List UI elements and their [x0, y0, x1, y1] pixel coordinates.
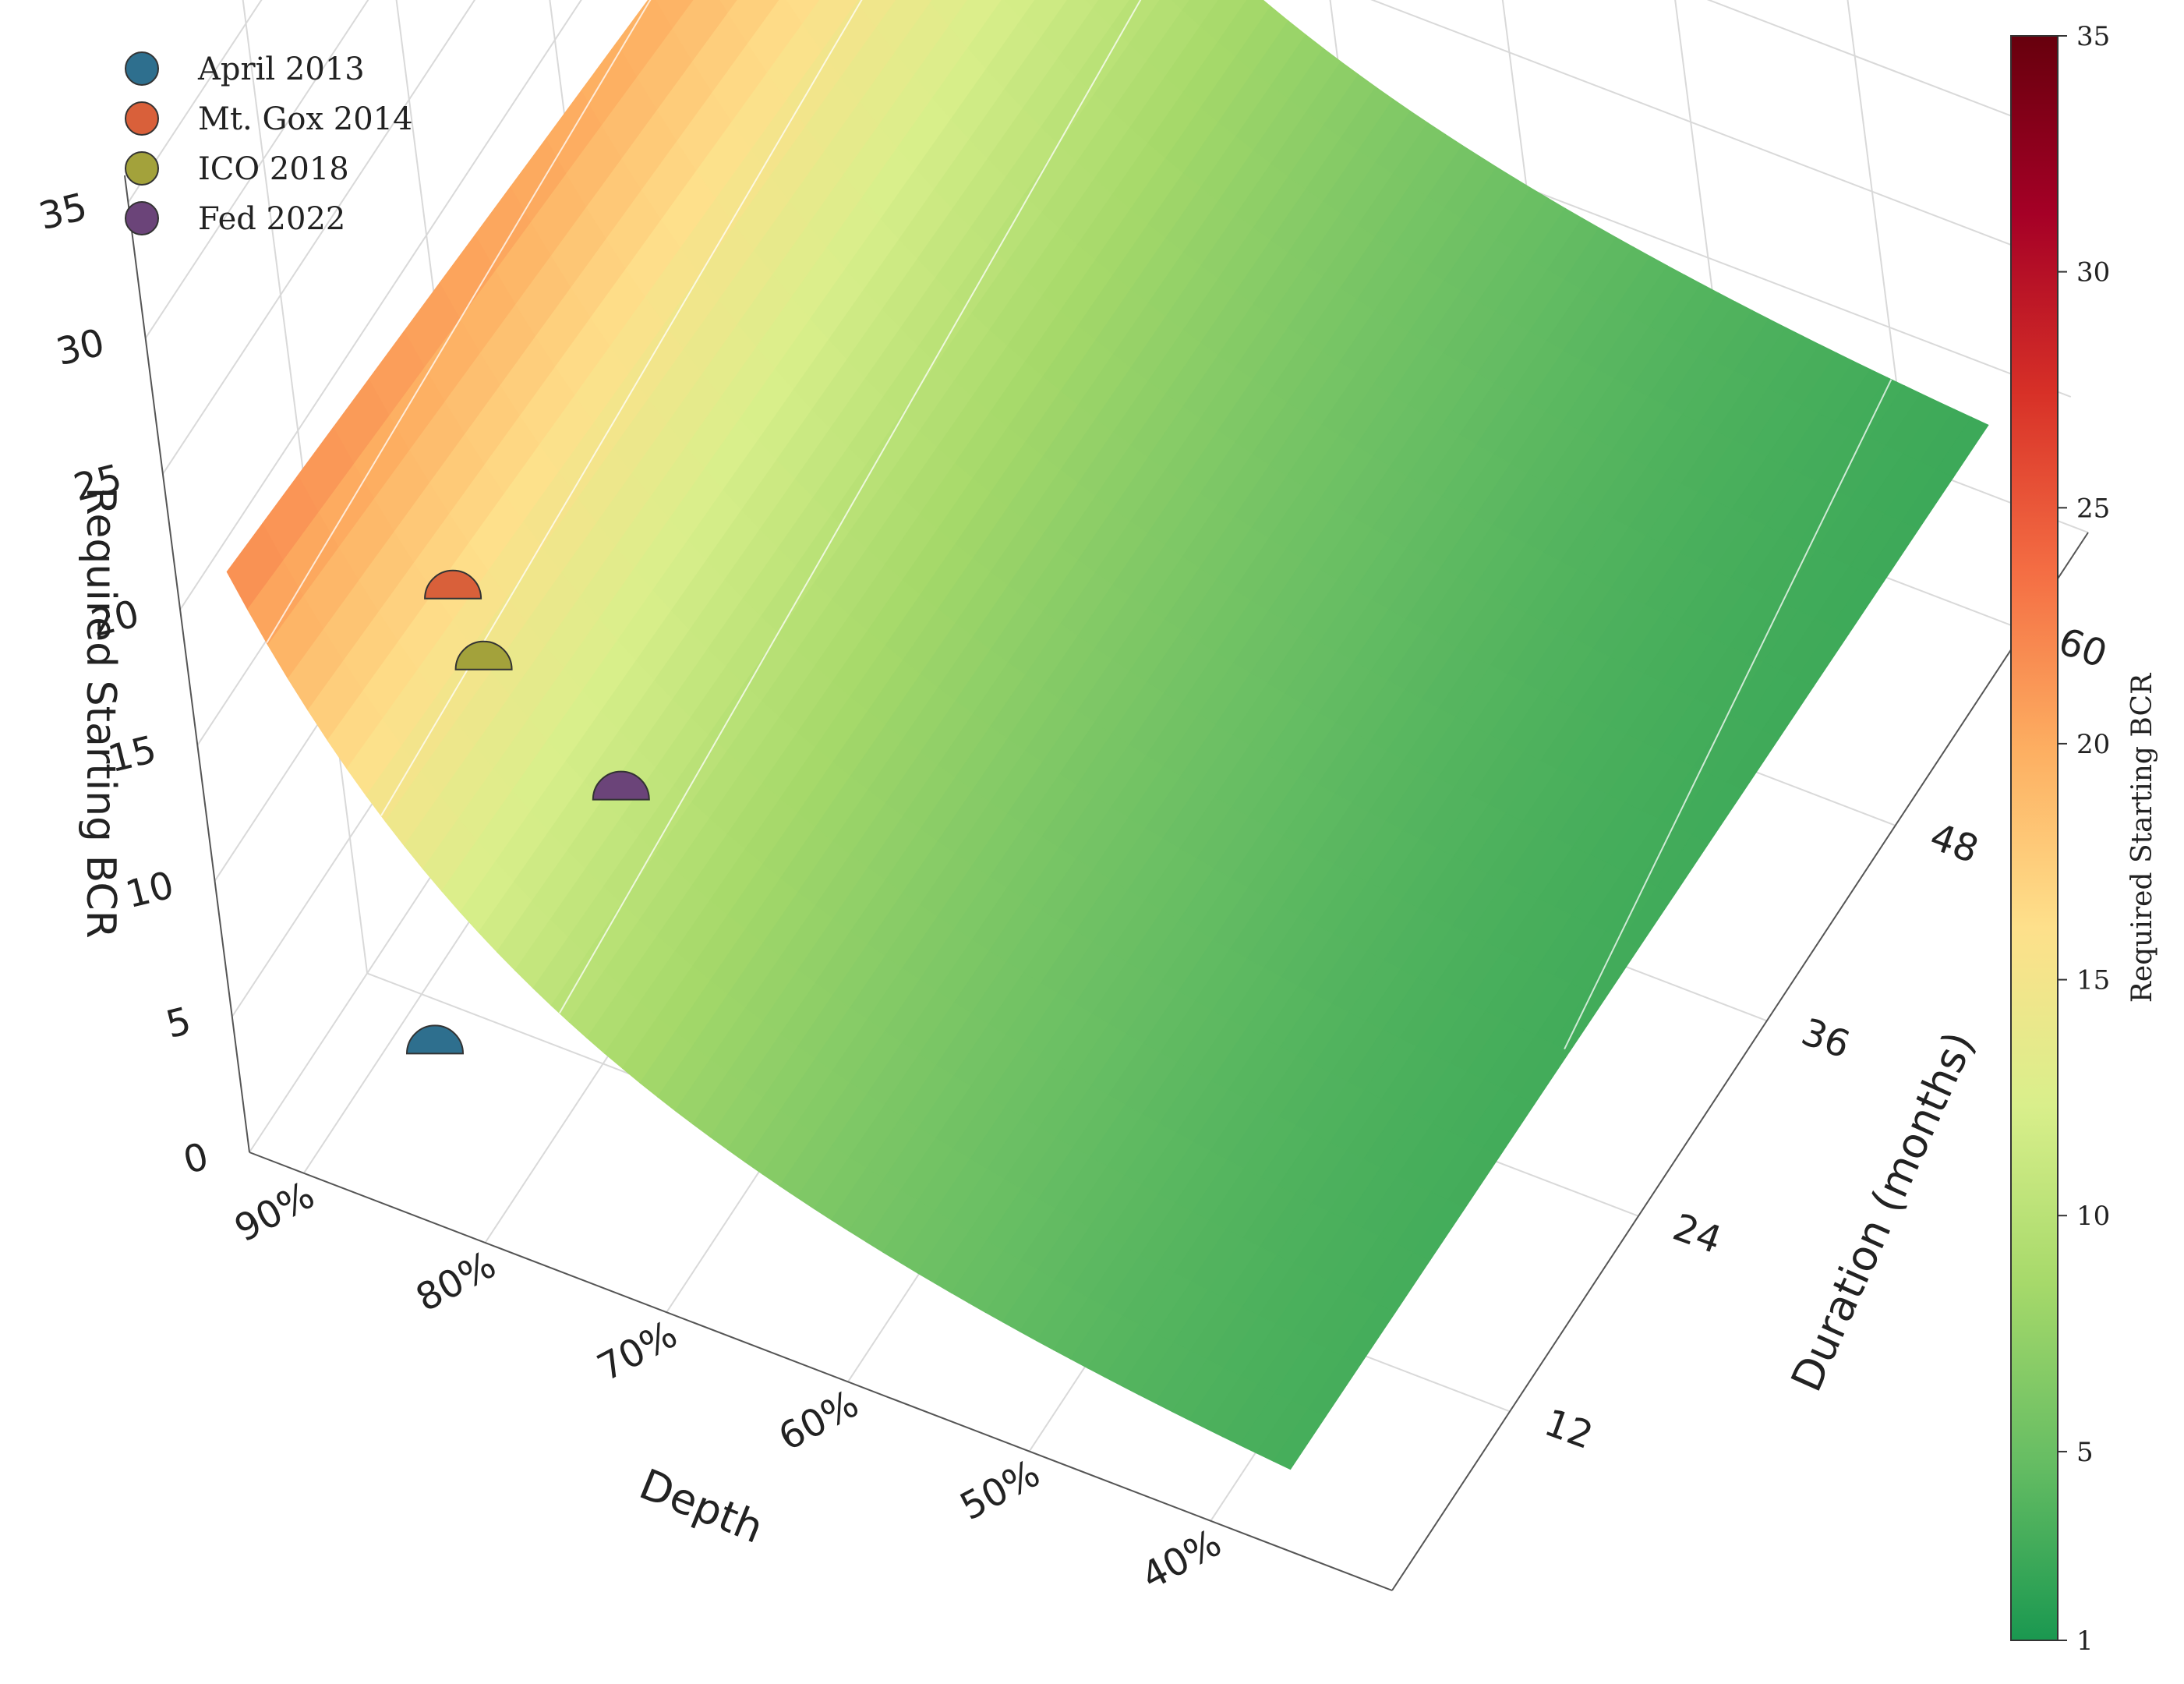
event-marker — [424, 569, 482, 600]
y-axis-label: Duration (months) — [1782, 1024, 1984, 1399]
axis-edges — [124, 175, 2089, 1591]
colorbar-tick-label: 15 — [2076, 965, 2110, 996]
grid-line-z — [162, 0, 476, 475]
z-tick-label: 30 — [52, 320, 109, 374]
surface — [226, 0, 1989, 1470]
grid-line-x — [1674, 0, 1726, 394]
grid-line-z — [127, 0, 263, 203]
x-axis-line — [249, 1152, 1393, 1591]
event-marker — [405, 1024, 465, 1055]
colorbar-tick-label: 1 — [2076, 1626, 2094, 1657]
x-axis-label: Depth — [633, 1459, 770, 1553]
surface-contour — [559, 0, 1142, 1014]
colorbar-gradient — [2010, 35, 2059, 1641]
x-tick-label: 80% — [409, 1243, 503, 1321]
x-tick-label: 40% — [1135, 1521, 1228, 1599]
z-tick-label: 0 — [179, 1134, 213, 1183]
x-tick-label: 90% — [228, 1173, 321, 1251]
legend-marker — [125, 151, 159, 186]
colorbar-tick-label: 25 — [2076, 493, 2110, 524]
surface-contour — [266, 0, 652, 644]
legend-label: Mt. Gox 2014 — [198, 101, 413, 137]
event-markers — [405, 569, 650, 1055]
z-tick-label: 10 — [122, 863, 178, 917]
colorbar-tick-label: 30 — [2076, 257, 2110, 288]
z-axis-line — [124, 175, 250, 1153]
y-tick-label: 24 — [1667, 1205, 1727, 1263]
grid-line-x — [1847, 0, 1908, 463]
legend-label: ICO 2018 — [198, 151, 349, 187]
x-tick-label: 50% — [953, 1452, 1047, 1530]
colorbar-tick-label: 10 — [2076, 1201, 2110, 1232]
surface-cell — [1273, 1408, 1327, 1470]
surface-contour — [1564, 379, 1892, 1050]
legend-marker — [125, 201, 159, 235]
event-marker — [592, 770, 650, 801]
legend-label: April 2013 — [197, 51, 365, 87]
z-axis-label: Required Starting BCR — [77, 487, 124, 939]
colorbar-tick-label: 5 — [2076, 1437, 2094, 1468]
grid-line-x — [1501, 0, 1545, 324]
colorbar-tick-label: 20 — [2076, 729, 2110, 760]
y-tick-label: 12 — [1539, 1401, 1599, 1459]
z-tick-label: 5 — [162, 999, 196, 1047]
surface-cell — [927, 0, 934, 5]
x-tick-label: 60% — [772, 1382, 865, 1460]
x-tick-label: 70% — [590, 1312, 684, 1390]
legend-marker — [125, 101, 159, 136]
y-tick-label: 48 — [1924, 815, 1984, 872]
grid-line-z — [179, 0, 582, 610]
z-tick-label: 35 — [34, 185, 91, 239]
grid-line-z — [1706, 0, 2037, 126]
grid-line-z — [1370, 0, 2054, 262]
y-tick-label: 36 — [1796, 1010, 1856, 1068]
legend-marker — [125, 51, 159, 86]
legend: April 2013 Mt. Gox 2014 ICO 2018 Fed 2022 — [125, 51, 413, 237]
colorbar-label: Required Starting BCR — [2126, 673, 2158, 1003]
y-axis-line — [1391, 532, 2089, 1591]
y-tick-label: 60 — [2053, 620, 2113, 677]
colorbar-tick-label: 35 — [2076, 21, 2110, 52]
surface-contour — [380, 0, 863, 816]
grid-line-z — [144, 0, 369, 339]
event-marker — [454, 640, 513, 670]
surface-contours — [266, 0, 1892, 1050]
legend-label: Fed 2022 — [198, 201, 345, 237]
